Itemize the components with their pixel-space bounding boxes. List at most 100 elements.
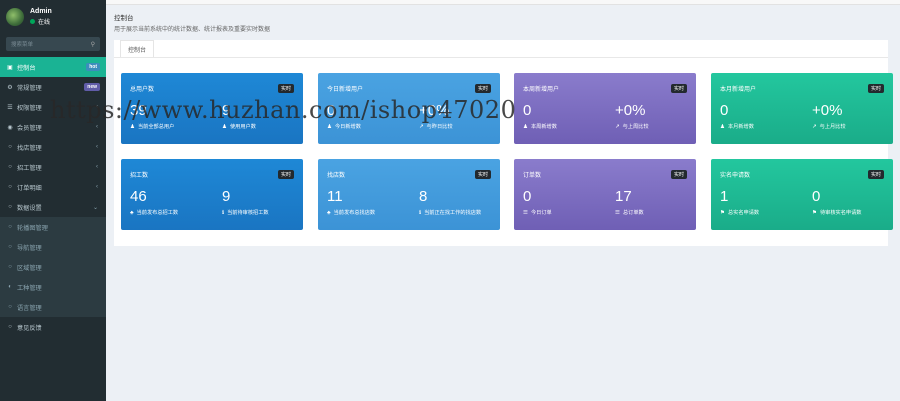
stat-label: 今日订单 bbox=[530, 210, 552, 216]
stat-value: +0% bbox=[615, 102, 646, 119]
stat-card[interactable]: 本周新增用户 实时 0 ♟ 本周新增数 +0% ↗ 与上周比较 bbox=[514, 73, 696, 144]
card-title: 订单数 bbox=[523, 173, 542, 179]
realtime-badge: 实时 bbox=[670, 170, 687, 179]
stat-value: 9 bbox=[222, 102, 231, 119]
menu-icon: ○ bbox=[8, 204, 12, 210]
stat-label-row: ♟ 本月新增数 bbox=[720, 123, 754, 131]
online-dot-icon bbox=[30, 19, 35, 24]
sidebar-item[interactable]: ▣ 控制台 hot bbox=[0, 57, 106, 77]
stat-block: +0% ↗ 与昨日比较 bbox=[419, 102, 453, 131]
stat-block: 0 ☰ 今日订单 bbox=[523, 188, 552, 217]
stat-value: 9 bbox=[222, 188, 231, 205]
sidebar-item[interactable]: ○ 找店管理 ‹ bbox=[0, 137, 106, 157]
stat-block: 0 ♟ 今日新增数 bbox=[327, 102, 361, 131]
stat-value: 1 bbox=[720, 188, 729, 205]
menu-icon: ⚙ bbox=[7, 84, 13, 91]
search-placeholder: 搜索菜单 bbox=[11, 42, 34, 48]
sidebar-item-label: 订单明细 bbox=[17, 184, 42, 192]
stat-card[interactable]: 本月新增用户 实时 0 ♟ 本月新增数 +0% ↗ 与上月比较 bbox=[711, 73, 893, 144]
stat-block: 39 ♟ 当前全部总用户 bbox=[130, 103, 175, 131]
stat-label-row: ♟ 本周新增数 bbox=[523, 123, 557, 131]
card-title: 本周新增用户 bbox=[523, 87, 560, 93]
stat-card[interactable]: 总用户数 实时 39 ♟ 当前全部总用户 9 ♟ 使用用户数 bbox=[121, 73, 303, 144]
card-title: 总用户数 bbox=[130, 87, 155, 93]
realtime-badge: 实时 bbox=[867, 170, 884, 179]
stat-card[interactable]: 找店数 实时 11 ♣ 当前发布总找店数 8 ℹ 当前正在找工作的找店数 bbox=[318, 159, 500, 230]
sidebar-item[interactable]: ○ 轮播图管理 bbox=[0, 217, 106, 237]
sidebar-item[interactable]: ○ 招工管理 ‹ bbox=[0, 157, 106, 177]
sidebar-item-label: 导航管理 bbox=[17, 244, 42, 252]
menu-icon: ○ bbox=[8, 144, 12, 150]
avatar[interactable] bbox=[6, 8, 24, 26]
stat-block: 46 ♣ 当前发布总招工数 bbox=[130, 188, 179, 217]
menu-icon: ○ bbox=[8, 244, 12, 250]
stat-card[interactable]: 招工数 实时 46 ♣ 当前发布总招工数 9 ℹ 当前待审核招工数 bbox=[121, 159, 303, 230]
stat-card[interactable]: 订单数 实时 0 ☰ 今日订单 17 ☰ 总订单数 bbox=[514, 159, 696, 230]
stat-label: 待审核实名申请数 bbox=[819, 210, 862, 216]
tab-dashboard[interactable]: 控制台 bbox=[120, 40, 154, 57]
sidebar-menu: ▣ 控制台 hot ⚙ 常规管理 new ☰ 权限管理 ‹ ◉ 会员管理 ‹ ○ 找店管理 ‹ ○ 招工管理 ‹ ○… bbox=[0, 57, 106, 217]
stat-block: 0 ⚑ 待审核实名申请数 bbox=[812, 189, 862, 217]
tab-divider bbox=[114, 57, 888, 58]
stat-label: 今日新增数 bbox=[334, 124, 361, 130]
stat-label: 当前全部总用户 bbox=[137, 124, 175, 130]
sidebar-item-label: 区域管理 bbox=[17, 264, 42, 272]
menu-icon: ☰ bbox=[7, 104, 13, 111]
stat-label-row: ♟ 今日新增数 bbox=[327, 123, 361, 131]
sidebar-item[interactable]: ○ 数据设置 ⌄ bbox=[0, 197, 106, 217]
sidebar-item[interactable]: ◐ 工种管理 bbox=[0, 277, 106, 297]
top-navbar bbox=[106, 0, 900, 5]
sidebar-item[interactable]: ○ 导航管理 bbox=[0, 237, 106, 257]
sidebar-item-label: 控制台 bbox=[17, 64, 36, 72]
stat-icon: ♣ bbox=[130, 209, 134, 216]
sidebar-item-label: 招工管理 bbox=[17, 164, 42, 172]
stat-block: +0% ↗ 与上周比较 bbox=[615, 102, 649, 131]
sidebar-item[interactable]: ○ 区域管理 bbox=[0, 257, 106, 277]
stat-value: 8 bbox=[419, 188, 428, 205]
stat-label: 当前发布总找店数 bbox=[333, 210, 376, 216]
chevron-icon: ‹ bbox=[96, 184, 98, 190]
stat-block: 17 ☰ 总订单数 bbox=[615, 189, 644, 217]
stat-icon: ♟ bbox=[130, 123, 135, 130]
menu-badge: hot bbox=[86, 63, 100, 71]
menu-icon: ◉ bbox=[7, 124, 13, 131]
sidebar-item-feedback[interactable]: ○ 意见反馈 bbox=[0, 317, 106, 337]
realtime-badge: 实时 bbox=[277, 84, 294, 93]
sidebar-item[interactable]: ○ 语言管理 bbox=[0, 297, 106, 317]
stat-value: +0% bbox=[812, 102, 843, 119]
stat-value: 0 bbox=[720, 102, 729, 119]
stat-label-row: ℹ 当前待审核招工数 bbox=[222, 209, 269, 217]
menu-icon: ○ bbox=[8, 264, 12, 270]
user-status: 在线 bbox=[30, 17, 52, 26]
sidebar-item-label: 语言管理 bbox=[17, 304, 42, 312]
stat-label: 总实名申请数 bbox=[727, 210, 760, 216]
stat-icon: ♟ bbox=[523, 123, 528, 130]
stat-value: 0 bbox=[523, 102, 532, 119]
stat-icon: ⚑ bbox=[720, 209, 725, 216]
stat-value: 0 bbox=[327, 102, 336, 119]
stat-value: 46 bbox=[130, 188, 147, 205]
user-status-label: 在线 bbox=[38, 20, 51, 26]
search-input[interactable]: 搜索菜单 ⚲ bbox=[6, 37, 100, 51]
search-icon[interactable]: ⚲ bbox=[90, 41, 95, 48]
stat-label-row: ♟ 当前全部总用户 bbox=[130, 123, 175, 131]
stat-label: 与昨日比较 bbox=[426, 124, 453, 130]
dashboard-panel: 控制台 总用户数 实时 39 ♟ 当前全部总用户 9 ♟ 使用用户数 今日新增用户 实时 0 ♟ 今日新… bbox=[114, 40, 893, 246]
stat-value: 0 bbox=[523, 188, 532, 205]
stat-label-row: ♣ 当前发布总找店数 bbox=[327, 209, 376, 217]
sidebar-item[interactable]: ⚙ 常规管理 new bbox=[0, 77, 106, 97]
realtime-badge: 实时 bbox=[474, 84, 491, 93]
stat-label: 当前发布总招工数 bbox=[136, 210, 179, 216]
page-title: 控制台 bbox=[114, 15, 134, 22]
chevron-icon: ⌄ bbox=[92, 204, 98, 211]
stat-value: +0% bbox=[419, 102, 450, 119]
stat-label-row: ☰ 今日订单 bbox=[523, 209, 552, 217]
stat-card[interactable]: 今日新增用户 实时 0 ♟ 今日新增数 +0% ↗ 与昨日比较 bbox=[318, 73, 500, 144]
stat-icon: ⚑ bbox=[812, 209, 817, 216]
stat-label: 与上周比较 bbox=[622, 124, 649, 130]
stat-label: 本周新增数 bbox=[530, 124, 557, 130]
sidebar-item[interactable]: ☰ 权限管理 ‹ bbox=[0, 97, 106, 117]
sidebar-item[interactable]: ○ 订单明细 ‹ bbox=[0, 177, 106, 197]
stat-card[interactable]: 实名申请数 实时 1 ⚑ 总实名申请数 0 ⚑ 待审核实名申请数 bbox=[711, 159, 893, 230]
sidebar-item[interactable]: ◉ 会员管理 ‹ bbox=[0, 117, 106, 137]
